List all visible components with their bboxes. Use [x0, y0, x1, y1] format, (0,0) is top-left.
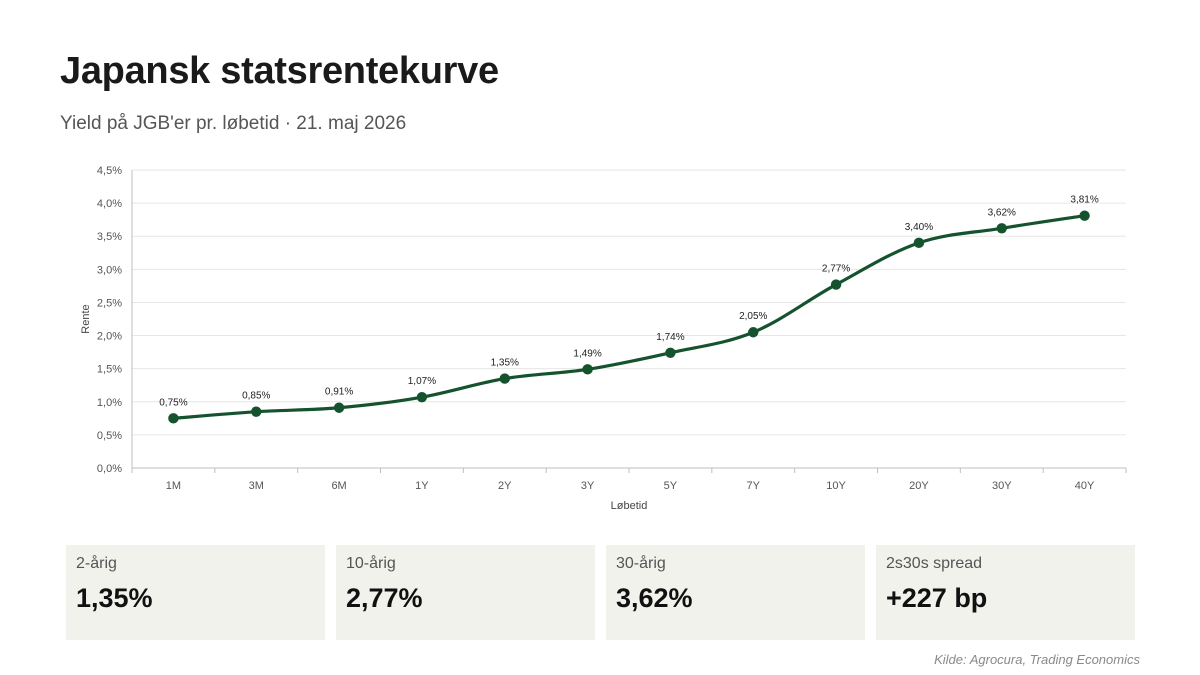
kpi-value: 2,77% [346, 583, 423, 613]
yield-curve-chart: 0,0% 0,5% 1,0% 1,5% 2,0% 2,5% 3,0% 3,5% 4,0% 4,5%… [80, 165, 1127, 512]
data-label: 3,81% [1070, 195, 1098, 206]
y-axis-title: Rente [80, 304, 92, 333]
x-tick-label: 6M [331, 480, 346, 492]
kpi-value: 1,35% [76, 583, 153, 613]
kpi-label: 10-årig [346, 555, 396, 572]
kpi-card-30y: 30-årig 3,62% [606, 545, 865, 640]
y-tick-label: 0,5% [97, 430, 122, 442]
x-axis-title: Løbetid [611, 500, 648, 512]
data-point [996, 223, 1007, 234]
x-tick-label: 10Y [826, 480, 846, 492]
data-label: 0,91% [325, 387, 353, 398]
y-tick-label: 4,5% [97, 165, 122, 177]
x-tick-label: 1Y [415, 480, 429, 492]
kpi-label: 30-årig [616, 555, 666, 572]
source-note: Kilde: Agrocura, Trading Economics [934, 652, 1140, 667]
data-label: 1,07% [408, 376, 436, 387]
kpi-label: 2-årig [76, 555, 117, 572]
data-label: 3,40% [905, 222, 933, 233]
data-point [416, 391, 428, 403]
y-tick-label: 3,0% [97, 264, 122, 276]
x-tick-label: 1M [166, 480, 181, 492]
y-tick-label: 0,0% [97, 463, 122, 475]
data-point [168, 413, 179, 424]
y-tick-label: 2,0% [97, 331, 122, 343]
kpi-row: 2-årig 1,35% 10-årig 2,77% 30-årig 3,62%… [66, 545, 1135, 640]
kpi-label: 2s30s spread [886, 555, 983, 572]
data-point [251, 406, 262, 417]
data-point [582, 364, 593, 375]
data-label: 0,75% [159, 397, 187, 408]
data-label: 0,85% [242, 391, 270, 402]
series-line [171, 214, 1087, 420]
kpi-card-10y: 10-årig 2,77% [336, 545, 595, 640]
data-label: 1,49% [573, 348, 601, 359]
x-tick-label: 3M [249, 480, 264, 492]
data-label: 3,62% [988, 207, 1016, 218]
kpi-value: +227 bp [886, 583, 988, 613]
data-label: 2,77% [822, 264, 850, 275]
y-tick-label: 2,5% [97, 297, 122, 309]
data-label: 1,74% [656, 332, 684, 343]
data-point [830, 279, 842, 290]
x-tick-label: 40Y [1075, 480, 1095, 492]
data-point [665, 347, 676, 358]
y-tick-label: 4,0% [97, 198, 122, 210]
kpi-value: 3,62% [616, 583, 693, 613]
page-title: Japansk statsrentekurve [60, 50, 499, 92]
kpi-card-2y: 2-årig 1,35% [66, 545, 325, 640]
y-tick-label: 3,5% [97, 231, 122, 243]
y-tick-label: 1,5% [97, 364, 122, 376]
data-point [1079, 210, 1090, 221]
data-point [333, 402, 345, 413]
x-tick-label: 20Y [909, 480, 929, 492]
x-tick-label: 5Y [664, 480, 678, 492]
x-tick-label: 30Y [992, 480, 1012, 492]
x-tick-label: 7Y [747, 480, 761, 492]
data-label: 2,05% [739, 311, 767, 322]
page-subtitle: Yield på JGB'er pr. løbetid · 21. maj 20… [60, 113, 407, 134]
data-point [499, 373, 510, 384]
data-label: 1,35% [491, 358, 519, 369]
kpi-card-spread: 2s30s spread +227 bp [876, 545, 1135, 640]
data-point [913, 237, 925, 249]
x-tick-label: 3Y [581, 480, 595, 492]
y-tick-label: 1,0% [97, 397, 122, 409]
x-tick-label: 2Y [498, 480, 512, 492]
data-point [748, 327, 759, 338]
